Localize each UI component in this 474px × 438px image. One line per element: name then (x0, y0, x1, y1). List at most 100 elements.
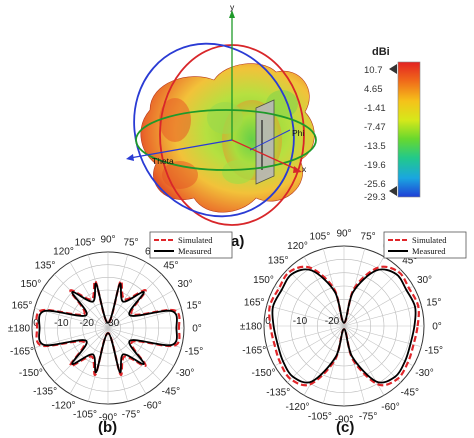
legend-box (149, 231, 233, 259)
polar-grid-spoke (107, 274, 162, 329)
angle-tick-label: 135° (268, 256, 289, 267)
angle-tick-label: -165° (10, 347, 34, 358)
angle-tick-label: 150° (253, 275, 274, 286)
polar-grid-spoke (266, 305, 345, 327)
angle-tick-label: 15° (426, 297, 441, 308)
polar-grid-spoke (343, 325, 385, 396)
polar-grid-spoke (343, 325, 401, 383)
angle-tick-label: -90° (99, 413, 117, 424)
y-axis-arrow-icon (229, 10, 235, 18)
angle-tick-label: 30° (178, 279, 193, 290)
polar-grid-spoke (107, 327, 147, 394)
y-axis-label: y (230, 2, 235, 12)
angle-tick-label: 105° (310, 232, 331, 243)
angle-tick-label: -120° (51, 401, 75, 412)
polar-grid-spoke (107, 289, 174, 329)
angle-tick-label: 0° (432, 322, 442, 333)
angle-tick-label: 45° (163, 261, 178, 272)
colorbar-min-marker-icon (389, 186, 397, 196)
angle-tick-label: 75° (123, 238, 138, 249)
angle-tick-label: -150° (19, 368, 43, 379)
angle-tick-label: -105° (73, 410, 97, 421)
angle-tick-label: 105° (75, 238, 96, 249)
theta-arrow-icon (126, 154, 134, 161)
theta-label: Theta (152, 156, 174, 166)
panel-b-caption: (b) (98, 419, 117, 436)
x-axis (231, 139, 299, 171)
angle-tick-label: -45° (401, 387, 419, 398)
legend-label-measured: Measured (178, 246, 212, 256)
angle-tick-label: 165° (12, 301, 33, 312)
angle-tick-label: -75° (359, 411, 377, 422)
angle-tick-label: ±180 (240, 322, 263, 333)
angle-tick-label: 90° (100, 235, 115, 246)
colorbar-tick: -25.6 (364, 179, 386, 190)
polar-grid-spoke (54, 274, 109, 329)
colorbar-tick: 4.65 (364, 84, 383, 95)
polar-grid-spoke (42, 327, 109, 367)
radial-tick-label: -20 (79, 318, 94, 329)
angle-tick-label: -60° (381, 402, 399, 413)
radial-tick-label: -10 (293, 316, 308, 327)
angle-tick-label: -90° (335, 415, 353, 426)
polar-grid-spoke (343, 325, 422, 347)
angle-tick-label: -15° (425, 346, 443, 357)
angle-tick-label: 90° (336, 229, 351, 240)
polar-grid-spoke (343, 325, 414, 367)
pattern-lobe (159, 98, 191, 142)
angle-tick-label: 0° (192, 324, 202, 335)
colorbar-tick: -7.47 (364, 122, 386, 133)
angle-tick-label: -15° (185, 347, 203, 358)
x-axis-arrow-icon (293, 166, 302, 173)
colorbar-tick: -1.41 (364, 103, 386, 114)
pattern-lobe (207, 102, 243, 134)
polar-grid-spoke (274, 285, 345, 327)
angle-tick-label: -135° (33, 386, 57, 397)
angle-tick-label: -45° (162, 386, 180, 397)
angle-tick-label: -30° (415, 368, 433, 379)
legend-label-simulated: Simulated (412, 235, 447, 245)
angle-tick-label: -150° (251, 368, 275, 379)
colorbar: dBi 10.7 4.65 -1.41 -7.47 -13.5 -19.6 -2… (364, 46, 421, 203)
colorbar-tick: 10.7 (364, 65, 383, 76)
phi-label: Phi (292, 128, 304, 138)
legend-box (383, 231, 467, 259)
x-axis-label: x (302, 164, 307, 174)
colorbar-scale (397, 61, 421, 198)
angle-tick-label: -135° (266, 387, 290, 398)
radial-tick-label: -10 (54, 318, 69, 329)
angle-tick-label: 15° (186, 301, 201, 312)
radial-tick-label: -20 (325, 316, 340, 327)
polar-grid-spoke (107, 327, 162, 382)
angle-tick-label: 120° (287, 241, 308, 252)
horizontal-cut-ring (135, 109, 317, 171)
panel-a-3d-pattern: y x Theta Phi dBi 10.7 4.65 -1.41 -7.47 … (126, 2, 421, 250)
colorbar-tick: -19.6 (364, 160, 386, 171)
angle-tick-label: 75° (361, 232, 376, 243)
colorbar-tick: -29.3 (364, 192, 386, 203)
angle-tick-label: 150° (21, 279, 42, 290)
panel-b-polar-chart: 0°15°30°45°60°75°90°105°120°135°150°165°… (8, 231, 233, 424)
polar-grid-spoke (287, 269, 345, 327)
panel-c-caption: (c) (336, 419, 354, 436)
angle-tick-label: -60° (143, 401, 161, 412)
angle-tick-label: 30° (417, 275, 432, 286)
angle-tick-label: 165° (244, 297, 265, 308)
azimuth-cut-ring (133, 42, 295, 218)
polar-grid-spoke (107, 327, 174, 367)
angle-tick-label: -75° (122, 410, 140, 421)
polar-grid-spoke (107, 262, 147, 329)
polar-grid-spoke (274, 325, 345, 367)
angle-tick-label: 120° (53, 246, 74, 257)
polar-grid-spoke (266, 325, 345, 347)
polar-grid-spoke (343, 285, 414, 327)
angle-tick-label: -165° (242, 346, 266, 357)
polar-grid-spoke (303, 325, 345, 396)
colorbar-max-marker-icon (389, 64, 397, 74)
legend-label-measured: Measured (412, 246, 446, 256)
polar-grid-spoke (69, 262, 109, 329)
radial-tick-label: -30 (105, 318, 120, 329)
pattern-lobe (222, 160, 254, 184)
legend-label-simulated: Simulated (178, 235, 213, 245)
